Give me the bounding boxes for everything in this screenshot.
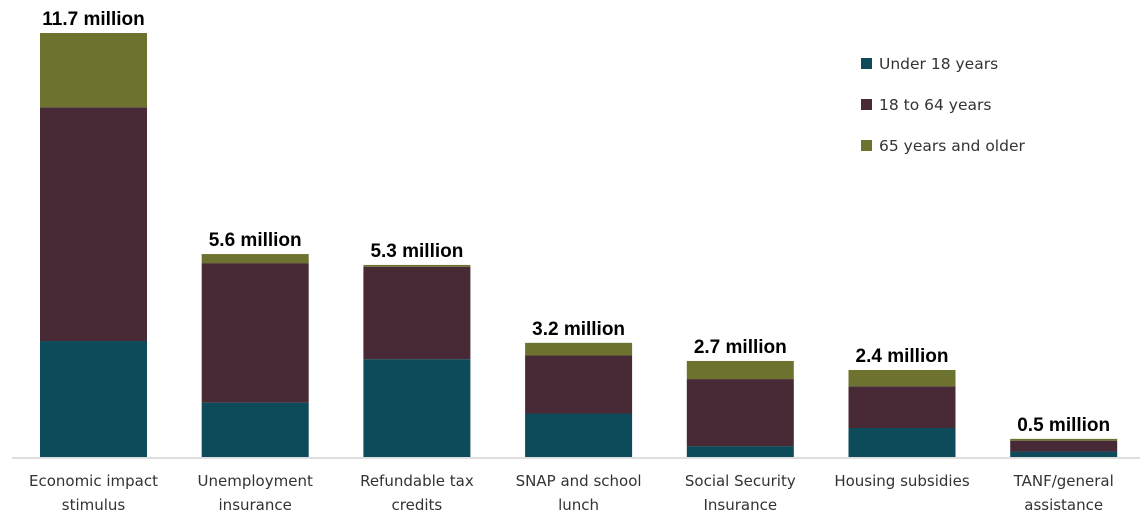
legend-label: 18 to 64 years	[879, 96, 991, 114]
bar-segment-18-to-64-years-1	[201, 263, 309, 403]
bar-segment-under-18-years-0	[40, 341, 147, 457]
bar-segment-18-to-64-years-0	[40, 107, 147, 342]
bar-segment-65-years-and-older-6	[1010, 438, 1118, 441]
total-label: 5.6 million	[209, 230, 302, 251]
category-label: Economic impact stimulus	[29, 472, 158, 513]
legend-label: Under 18 years	[879, 55, 998, 73]
bar-segment-65-years-and-older-5	[848, 370, 956, 387]
legend-swatch	[861, 58, 872, 69]
category-label: SNAP and school lunch	[516, 472, 642, 513]
total-label: 2.4 million	[856, 346, 949, 367]
total-label: 3.2 million	[532, 319, 625, 340]
bar-segment-65-years-and-older-1	[201, 254, 309, 264]
bar-segment-18-to-64-years-2	[363, 266, 471, 360]
total-label: 5.3 million	[370, 241, 463, 262]
bar-segment-under-18-years-1	[201, 402, 309, 457]
bar-segment-18-to-64-years-3	[525, 355, 633, 414]
legend: Under 18 years 18 to 64 years 65 years and…	[861, 55, 1025, 155]
bar-segment-18-to-64-years-4	[686, 379, 794, 447]
total-labels-layer: 11.7 million 5.6 million 5.3 million 3.2 mi…	[42, 9, 1110, 436]
total-label: 0.5 million	[1017, 415, 1110, 436]
bar-segment-under-18-years-4	[686, 446, 794, 457]
category-labels-layer: Economic impact stimulus Unemployment insur…	[29, 472, 1114, 513]
bar-segment-under-18-years-6	[1010, 451, 1118, 457]
bar-segment-18-to-64-years-6	[1010, 440, 1118, 452]
category-label: Social Security Insurance	[685, 472, 796, 513]
category-label: Refundable tax credits	[360, 472, 474, 513]
total-label: 11.7 million	[42, 9, 144, 30]
bar-segment-under-18-years-2	[363, 359, 471, 457]
category-label: Unemployment insurance	[198, 472, 313, 513]
bar-segment-under-18-years-5	[848, 428, 956, 457]
bars-layer	[40, 33, 1118, 457]
category-label: TANF/general assistance	[1013, 472, 1114, 513]
bar-segment-65-years-and-older-2	[363, 264, 471, 267]
bar-segment-65-years-and-older-0	[40, 33, 147, 108]
category-label: Housing subsidies	[834, 472, 969, 490]
bar-segment-18-to-64-years-5	[848, 386, 956, 429]
total-label: 2.7 million	[694, 337, 787, 358]
bar-segment-65-years-and-older-3	[525, 342, 633, 356]
legend-label: 65 years and older	[879, 137, 1025, 155]
bar-segment-65-years-and-older-4	[686, 360, 794, 380]
bar-segment-under-18-years-3	[525, 413, 633, 457]
legend-swatch	[861, 140, 872, 151]
legend-swatch	[861, 99, 872, 110]
